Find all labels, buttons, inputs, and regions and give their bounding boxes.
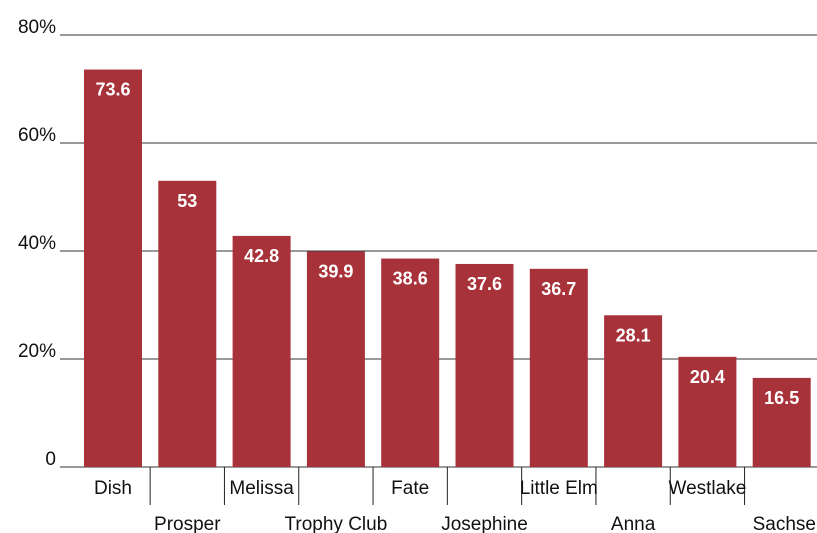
- y-axis-tick-labels: 0 20% 40% 60% 80%: [18, 17, 56, 470]
- bar: [529, 268, 588, 467]
- data-label: 39.9: [318, 262, 353, 282]
- x-category-label: Melissa: [229, 478, 294, 499]
- bar: [455, 263, 514, 467]
- bar: [678, 356, 737, 467]
- bar: [84, 69, 142, 467]
- x-category-label: Trophy Club: [285, 514, 388, 533]
- data-label: 16.5: [764, 388, 799, 408]
- x-category-label: Fate: [391, 478, 429, 499]
- bar: [232, 235, 291, 467]
- y-tick-label: 80%: [18, 17, 56, 38]
- x-category-label: Josephine: [441, 514, 528, 533]
- data-label: 42.8: [244, 246, 279, 266]
- bar: [158, 180, 217, 468]
- data-label: 38.6: [393, 269, 428, 289]
- bar: [752, 377, 811, 467]
- x-category-label: Dish: [94, 478, 132, 499]
- category-separators: [149, 467, 746, 505]
- bar: [604, 315, 663, 467]
- data-label: 36.7: [541, 279, 576, 299]
- bar: [306, 251, 365, 467]
- x-category-label: Westlake: [669, 478, 747, 499]
- y-tick-label: 0: [45, 449, 56, 470]
- bar: [381, 258, 440, 467]
- data-label: 37.6: [467, 274, 502, 294]
- data-label: 53: [177, 191, 197, 211]
- y-tick-label: 60%: [18, 125, 56, 146]
- x-category-label: Little Elm: [520, 478, 598, 499]
- bars: [84, 69, 811, 468]
- y-tick-label: 40%: [18, 233, 56, 254]
- y-tick-label: 20%: [18, 341, 56, 362]
- data-label: 73.6: [95, 80, 130, 100]
- x-category-label: Prosper: [154, 514, 221, 533]
- x-category-label: Sachse: [753, 514, 816, 533]
- data-labels: 73.6 53 42.8 39.9 38.6 37.6 36.7 28.1 20.4 16.5: [95, 80, 799, 408]
- data-label: 20.4: [690, 367, 725, 387]
- x-category-label: Anna: [611, 514, 656, 533]
- data-label: 28.1: [616, 325, 651, 345]
